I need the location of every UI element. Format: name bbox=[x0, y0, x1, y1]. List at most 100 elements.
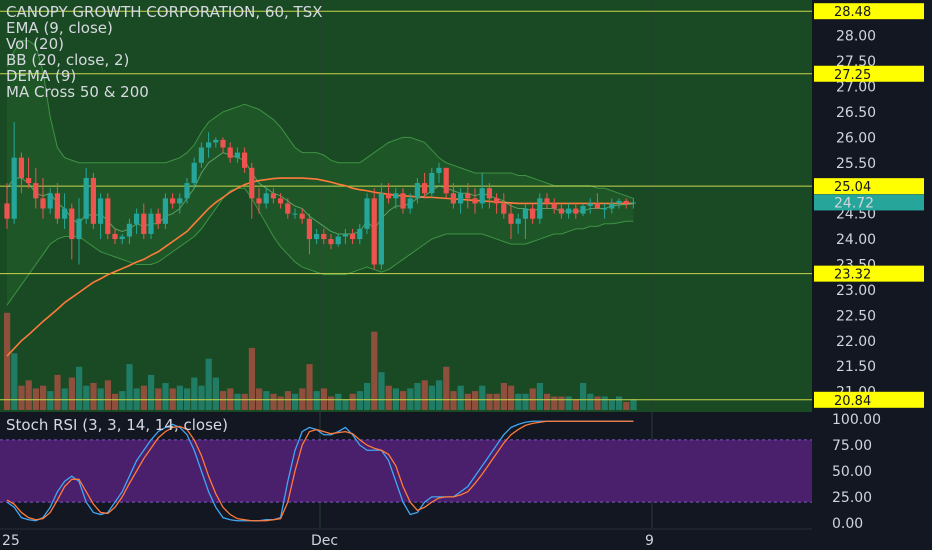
candle-body bbox=[530, 208, 536, 219]
level-price-tag bbox=[814, 265, 924, 282]
candle-body bbox=[508, 213, 514, 224]
volume-bar bbox=[61, 388, 68, 410]
volume-bar bbox=[155, 388, 162, 410]
volume-bar bbox=[248, 347, 255, 410]
candle-body bbox=[458, 193, 464, 204]
volume-bar bbox=[284, 391, 291, 410]
legend-volume[interactable]: Vol (20) bbox=[6, 35, 65, 53]
candle-body bbox=[112, 233, 118, 240]
volume-bar bbox=[148, 374, 155, 410]
candle-body bbox=[386, 193, 392, 199]
candle-body bbox=[566, 208, 572, 214]
legend-ema[interactable]: EMA (9, close) bbox=[6, 19, 113, 37]
time-tick-label: 25 bbox=[2, 533, 20, 549]
volume-bar bbox=[126, 364, 133, 410]
horizontal-levels bbox=[0, 10, 812, 401]
indicator-lines bbox=[6, 152, 634, 357]
candle-body bbox=[191, 162, 197, 184]
level-price-tag-label: 23.32 bbox=[834, 268, 871, 283]
time-tick-label: 9 bbox=[645, 533, 654, 549]
volume-bar bbox=[464, 393, 471, 410]
volume-bar bbox=[205, 358, 212, 410]
candle-body bbox=[105, 198, 111, 234]
stoch-rsi-pane bbox=[0, 420, 812, 522]
time-axis: 25 Dec 9 bbox=[0, 528, 812, 549]
price-pane-background bbox=[0, 0, 812, 412]
candle-body bbox=[537, 198, 543, 219]
candle-body bbox=[472, 198, 478, 204]
price-tick-label: 24.50 bbox=[836, 207, 876, 223]
candle-body bbox=[227, 147, 233, 158]
price-tick-label: 27.00 bbox=[836, 79, 876, 95]
candle-body bbox=[321, 233, 327, 240]
candle-body bbox=[306, 218, 312, 240]
candle-body bbox=[357, 228, 363, 240]
candle-body bbox=[594, 203, 600, 209]
volume-bar bbox=[277, 396, 284, 410]
candle-body bbox=[148, 213, 154, 234]
legend-bollinger[interactable]: BB (20, close, 2) bbox=[6, 51, 130, 69]
volume-bar bbox=[184, 388, 191, 410]
volume-bar bbox=[371, 331, 378, 410]
volume-bar bbox=[335, 393, 342, 410]
volume-bar bbox=[443, 366, 450, 410]
candle-body bbox=[378, 193, 384, 265]
candle-body bbox=[479, 188, 485, 204]
candle-body bbox=[62, 208, 68, 219]
legend-dema[interactable]: DEMA (9) bbox=[6, 67, 77, 85]
price-axis: 28.0027.5027.0026.5026.0025.5025.0024.50… bbox=[812, 0, 932, 550]
candle-body bbox=[198, 147, 204, 163]
volume-bar bbox=[616, 396, 623, 410]
candle-body bbox=[278, 198, 284, 204]
candle-body bbox=[486, 188, 492, 199]
volume-bar bbox=[385, 385, 392, 410]
candle-body bbox=[170, 198, 176, 204]
rsi-tick-label: 50.00 bbox=[832, 464, 872, 480]
level-price-tag-label: 20.84 bbox=[834, 394, 871, 409]
price-tick-label: 26.00 bbox=[836, 130, 876, 146]
candle-body bbox=[33, 183, 39, 199]
volume-bar bbox=[292, 393, 299, 410]
candle-body bbox=[47, 193, 53, 209]
volume-bar bbox=[601, 396, 608, 410]
volume-bar bbox=[493, 393, 500, 410]
volume-bar bbox=[18, 385, 25, 410]
volume-bar bbox=[76, 366, 83, 410]
bollinger-upper-line bbox=[6, 40, 634, 199]
stoch-rsi-legend[interactable]: Stoch RSI (3, 3, 14, 14, close) bbox=[6, 416, 228, 434]
volume-bar bbox=[176, 385, 183, 410]
legend-ma-cross[interactable]: MA Cross 50 & 200 bbox=[6, 83, 149, 101]
rsi-tick-label: 100.00 bbox=[832, 412, 881, 428]
candle-body bbox=[18, 157, 24, 179]
level-price-tag-label: 25.04 bbox=[834, 180, 871, 195]
volume-bar bbox=[342, 399, 349, 410]
candle-body bbox=[83, 178, 89, 219]
candle-body bbox=[364, 198, 370, 229]
candle-body bbox=[616, 200, 622, 204]
candle-body bbox=[184, 183, 190, 199]
volume-bar bbox=[565, 396, 572, 410]
price-tick-label: 21.50 bbox=[836, 359, 876, 375]
candle-body bbox=[242, 152, 248, 168]
candle-body bbox=[4, 203, 10, 219]
candle-body bbox=[551, 203, 557, 209]
volume-bar bbox=[479, 385, 486, 410]
volume-bar bbox=[551, 396, 558, 410]
rsi-tick-label: 75.00 bbox=[832, 438, 872, 454]
volume-bar bbox=[191, 377, 198, 410]
ema-line bbox=[6, 152, 634, 235]
volume-bar bbox=[436, 380, 443, 410]
candle-body bbox=[69, 208, 75, 240]
volume-bar bbox=[32, 388, 39, 410]
volume-bar bbox=[198, 385, 205, 410]
candle-body bbox=[544, 198, 550, 204]
candle-body bbox=[98, 198, 104, 224]
volume-bar bbox=[162, 383, 169, 410]
volume-bar bbox=[407, 388, 414, 410]
volume-bar bbox=[241, 393, 248, 410]
level-price-tag bbox=[814, 3, 924, 20]
candle-body bbox=[292, 213, 298, 215]
volume-bar bbox=[212, 377, 219, 410]
candle-body bbox=[630, 202, 636, 204]
